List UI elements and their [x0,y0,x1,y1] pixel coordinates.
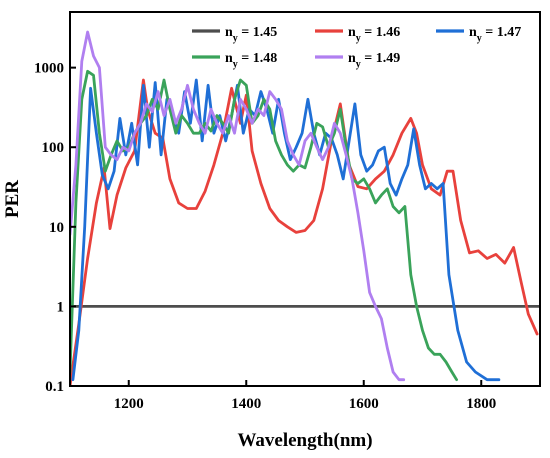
axis-layer: 1200 1400 1600 1800 0.1 1 10 100 1000 [34,61,496,412]
y-tick-label: 0.1 [45,379,64,395]
series-line-5 [70,30,406,382]
x-tick-label: 1600 [349,396,379,412]
x-axis-title: Wavelength(nm) [237,430,372,451]
x-tick-label: 1400 [231,396,261,412]
legend-label-3: ny = 1.47 [469,25,521,44]
plot-frame [69,11,541,387]
legend: ny = 1.45 ny = 1.46 ny = 1.47 ny = 1.48 ny =… [192,25,521,70]
legend-label-5: ny = 1.49 [348,51,400,70]
series-line-4 [70,69,459,382]
y-tick-label: 1000 [34,61,64,77]
y-tick-label: 100 [42,140,65,156]
y-tick-label: 1 [57,299,65,315]
y-tick-label: 10 [49,220,64,236]
legend-label-1: ny = 1.45 [225,25,277,44]
series-layer [70,30,540,386]
y-axis-title: PER [2,180,23,218]
legend-label-4: ny = 1.48 [225,51,277,70]
x-tick-label: 1800 [466,396,496,412]
legend-label-2: ny = 1.46 [348,25,400,44]
x-tick-label: 1200 [114,396,144,412]
